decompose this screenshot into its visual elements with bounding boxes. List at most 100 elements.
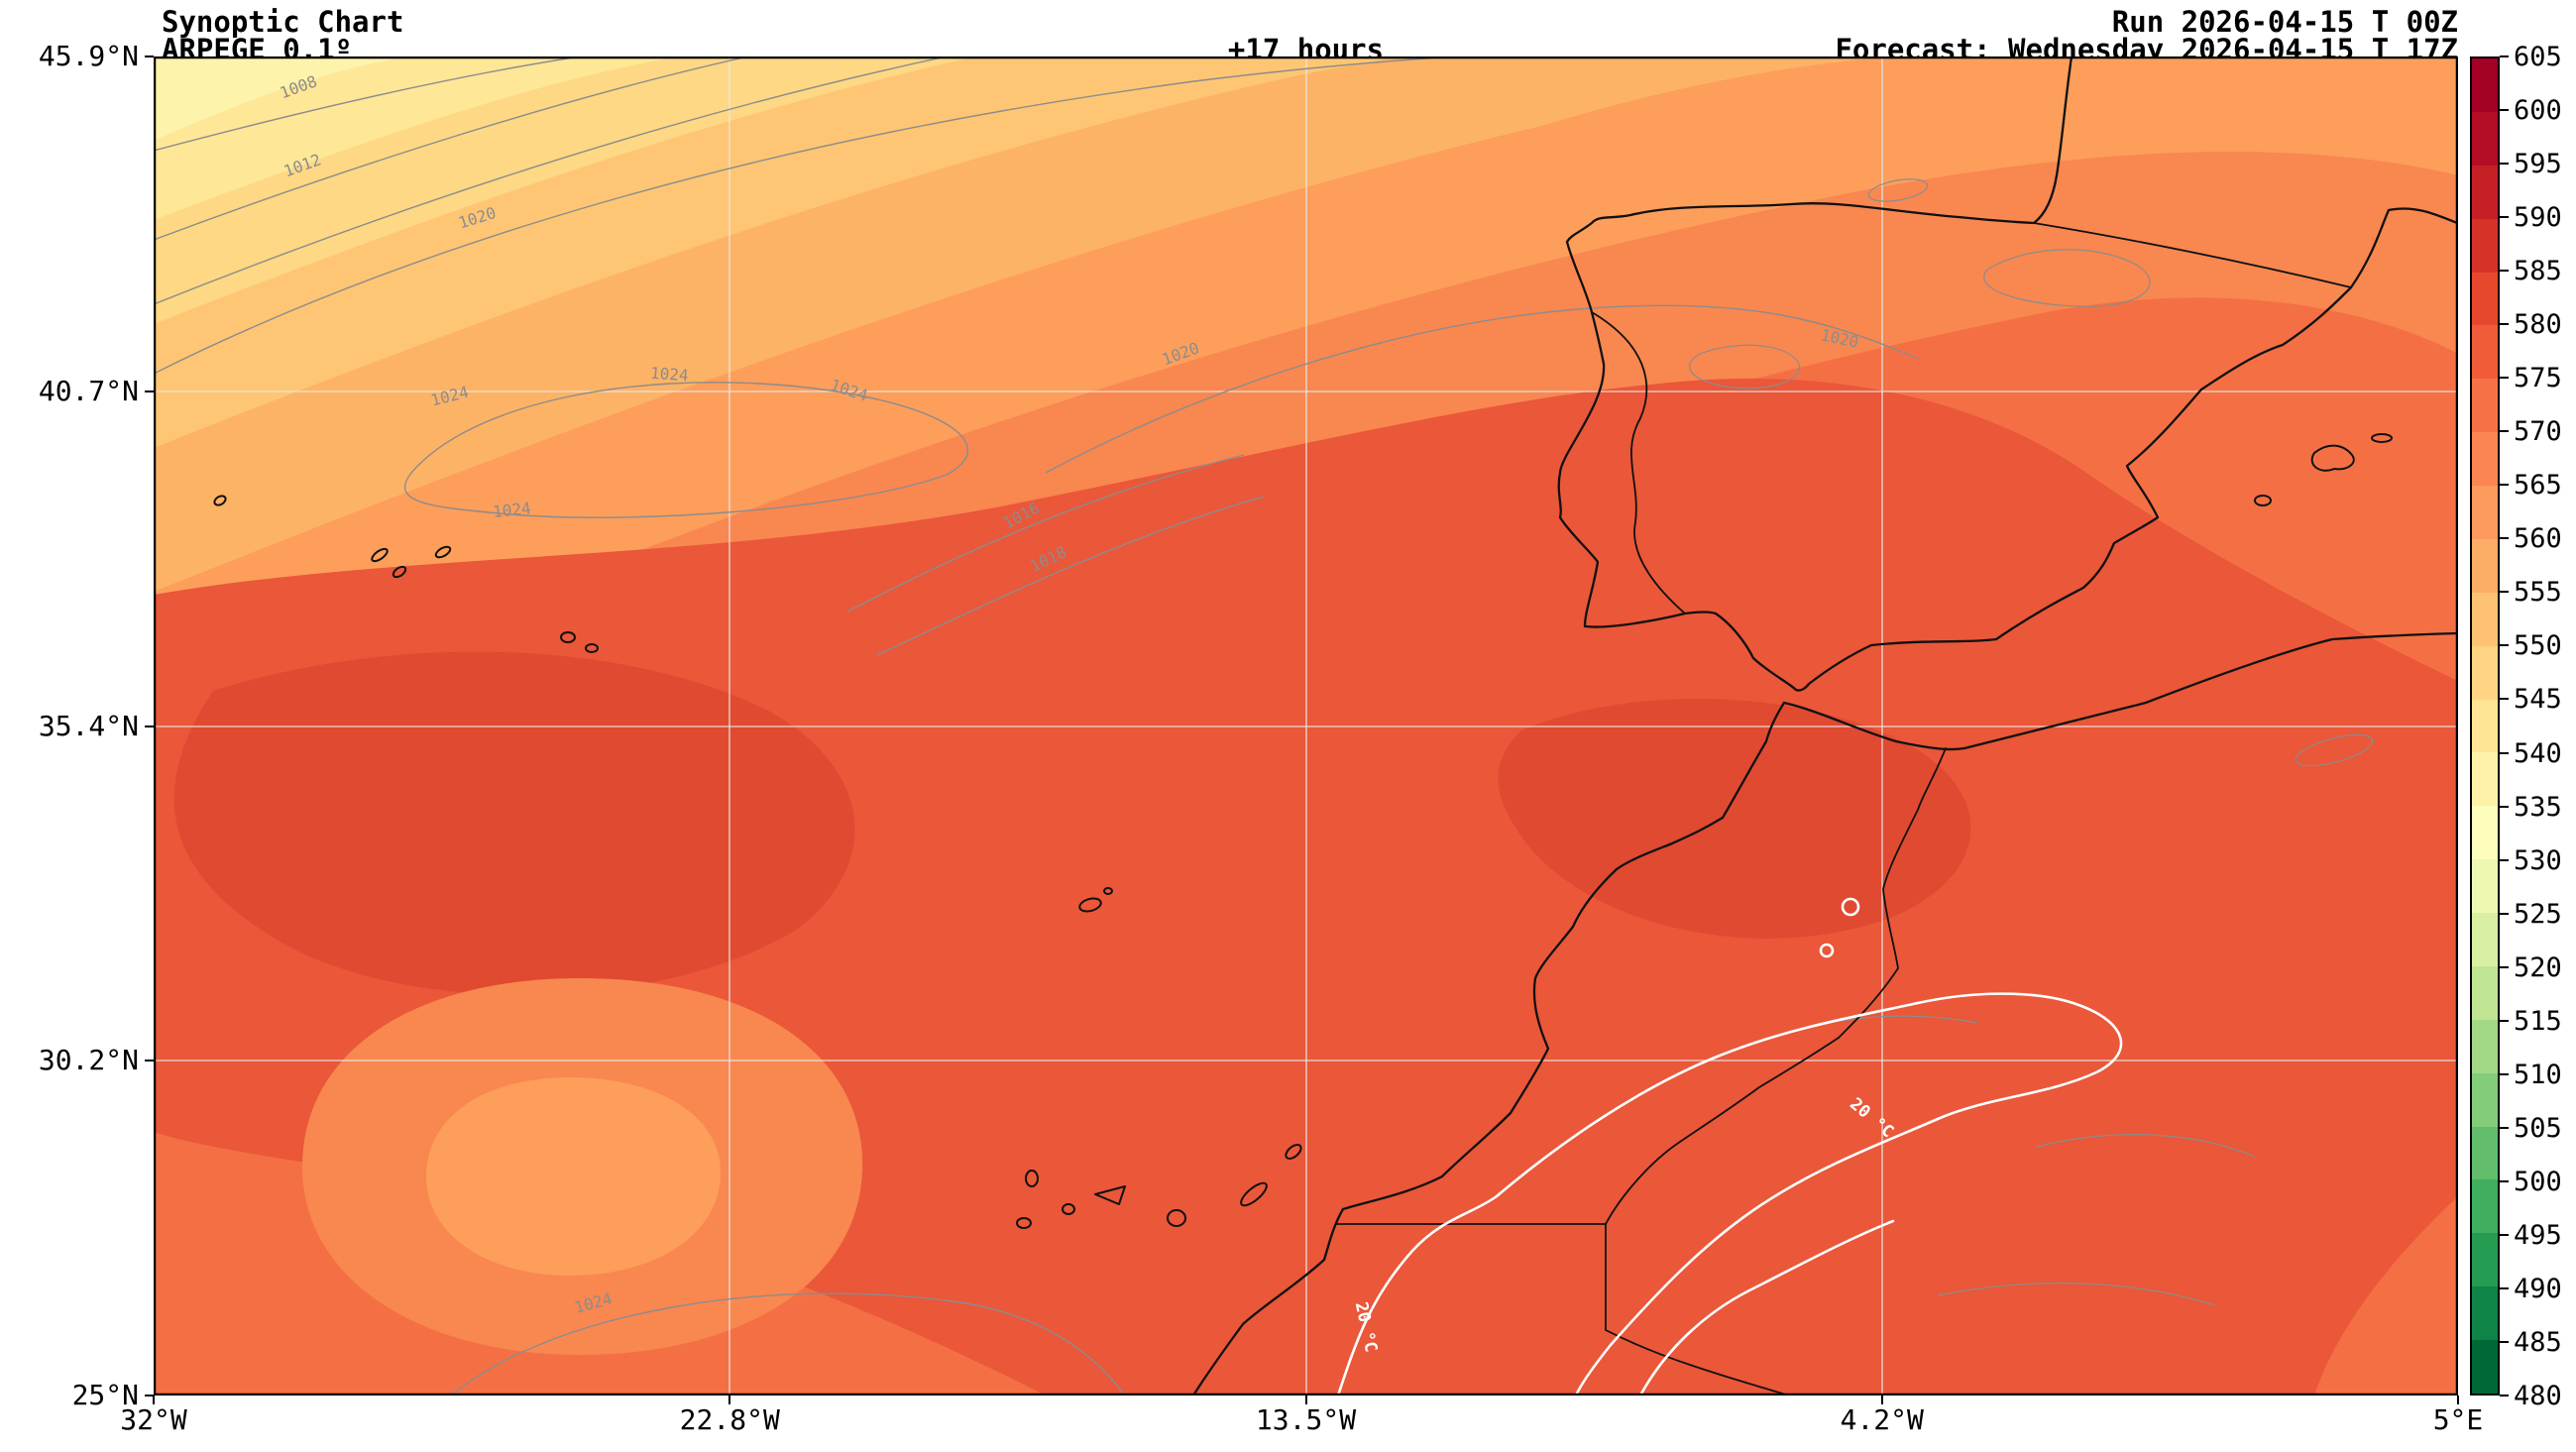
isobar-1018-morocco: [876, 496, 1265, 656]
colorbar-tick-label: 510: [2514, 1059, 2562, 1090]
colorbar-segment: [2472, 1233, 2498, 1287]
x-tick-mark: [728, 1396, 731, 1404]
colorbar-tick-label: 520: [2514, 951, 2562, 983]
colorbar-segment: [2472, 592, 2498, 646]
x-tick-mark: [153, 1396, 155, 1404]
madeira-islands: [1078, 887, 1113, 913]
colorbar-segment: [2472, 699, 2498, 753]
colorbar-tick-label: 500: [2514, 1166, 2562, 1197]
terrain-contour-algeria: [2295, 733, 2374, 767]
run-label: Run 2026-04-15 T 00Z: [2111, 5, 2458, 39]
colorbar-tick-mark: [2500, 1233, 2509, 1236]
colorbar: [2470, 56, 2500, 1396]
portugal-spain-border: [1591, 311, 1686, 614]
terrain-contour-iberia-1: [1983, 249, 2151, 307]
map-plot-area: 1008 1012 1020 1024 1024 1024 1024 1024 1016 1018…: [153, 46, 2459, 1397]
africa-mediterranean-coastline: [1782, 631, 2459, 751]
isobar-value-label: 1024: [650, 364, 690, 386]
colorbar-segment: [2472, 379, 2498, 433]
colorbar-segment: [2472, 272, 2498, 326]
isobar-1024-south: [450, 1292, 1126, 1396]
colorbar-tick-mark: [2500, 56, 2509, 57]
colorbar-tick-mark: [2500, 1126, 2509, 1129]
colorbar-tick-mark: [2500, 163, 2509, 166]
map-frame: [153, 56, 2459, 1396]
y-tick-mark: [145, 1060, 154, 1062]
colorbar-tick-mark: [2500, 644, 2509, 647]
western-sahara-border-step: [1335, 1223, 1790, 1396]
colorbar-tick-mark: [2500, 858, 2509, 861]
isobar-1012: [153, 56, 749, 241]
colorbar-segment: [2472, 111, 2498, 166]
colorbar-segment: [2472, 645, 2498, 700]
colorbar-tick-label: 505: [2514, 1112, 2562, 1144]
colorbar-tick-label: 545: [2514, 684, 2562, 716]
colorbar-tick-mark: [2500, 484, 2509, 487]
x-tick-mark: [2457, 1396, 2459, 1404]
azores-islands: [213, 495, 599, 653]
isobar-value-label: 1024: [492, 499, 531, 521]
colorbar-tick-mark: [2500, 751, 2509, 754]
x-tick-label: 5°E: [2432, 1403, 2484, 1436]
canary-islands: [1016, 1144, 1302, 1229]
x-tick-label: 13.5°W: [1255, 1403, 1357, 1436]
colorbar-tick-label: 485: [2514, 1326, 2562, 1358]
fill-band-550: [154, 56, 679, 220]
colorbar-tick-label: 540: [2514, 737, 2562, 769]
colorbar-tick-label: 495: [2514, 1219, 2562, 1251]
fill-se-corner-band: [2314, 1196, 2458, 1396]
colorbar-segment: [2472, 1019, 2498, 1073]
colorbar-tick-mark: [2500, 591, 2509, 594]
colorbar-segment: [2472, 1286, 2498, 1340]
colorbar-tick-label: 515: [2514, 1005, 2562, 1037]
x-tick-mark: [1304, 1396, 1307, 1404]
colorbar-tick-mark: [2500, 1072, 2509, 1075]
colorbar-segment: [2472, 1179, 2498, 1234]
colorbar-segment: [2472, 432, 2498, 486]
colorbar-tick-label: 595: [2514, 149, 2562, 180]
colorbar-tick-label: 530: [2514, 844, 2562, 876]
colorbar-tick-label: 480: [2514, 1381, 2562, 1411]
colorbar-tick-mark: [2500, 216, 2509, 219]
colorbar-segment: [2472, 752, 2498, 807]
colorbar-tick-label: 555: [2514, 577, 2562, 609]
colorbar-tick-mark: [2500, 377, 2509, 380]
colorbar-segment: [2472, 1126, 2498, 1180]
colorbar-segment: [2472, 859, 2498, 913]
colorbar-tick-label: 565: [2514, 470, 2562, 502]
morocco-algeria-border: [1605, 747, 1947, 1225]
isotherm-closed-loop-2: [1819, 943, 1835, 958]
weather-map-svg: 1008101210201024102410241024102410161018…: [153, 46, 2459, 1397]
colorbar-segment: [2472, 1340, 2498, 1394]
colorbar-tick-label: 525: [2514, 898, 2562, 930]
isotherm-branch: [1638, 1219, 1895, 1397]
isobar-1016-morocco: [846, 454, 1245, 613]
y-tick-label: 45.9°N: [38, 40, 139, 72]
x-tick-label: 32°W: [120, 1403, 187, 1436]
y-tick-label: 35.4°N: [38, 709, 139, 742]
colorbar-segment: [2472, 58, 2498, 112]
colorbar-segment: [2472, 1072, 2498, 1127]
grid-lines: [154, 56, 2458, 1396]
colorbar-segment: [2472, 486, 2498, 539]
colorbar-tick-mark: [2500, 430, 2509, 433]
colorbar-tick-label: 560: [2514, 523, 2562, 555]
colorbar-tick-mark: [2500, 537, 2509, 540]
colorbar-tick-mark: [2500, 698, 2509, 701]
france-spain-border: [2033, 222, 2352, 288]
colorbar-tick-label: 550: [2514, 630, 2562, 662]
y-tick-mark: [145, 390, 154, 392]
terrain-contour-sahara: [1937, 1283, 2216, 1306]
colorbar-tick-label: 535: [2514, 791, 2562, 823]
colorbar-tick-mark: [2500, 270, 2509, 273]
colorbar-segment: [2472, 165, 2498, 219]
y-tick-label: 40.7°N: [38, 374, 139, 407]
fill-canaries-light-inner: [426, 1077, 722, 1276]
x-tick-label: 4.2°W: [1840, 1403, 1924, 1436]
colorbar-tick-mark: [2500, 1395, 2509, 1396]
colorbar-tick-label: 490: [2514, 1273, 2562, 1304]
fill-core-590-morocco: [1498, 698, 1971, 939]
africa-atlantic-coastline: [1191, 701, 1786, 1397]
isobar-1008: [153, 56, 581, 152]
